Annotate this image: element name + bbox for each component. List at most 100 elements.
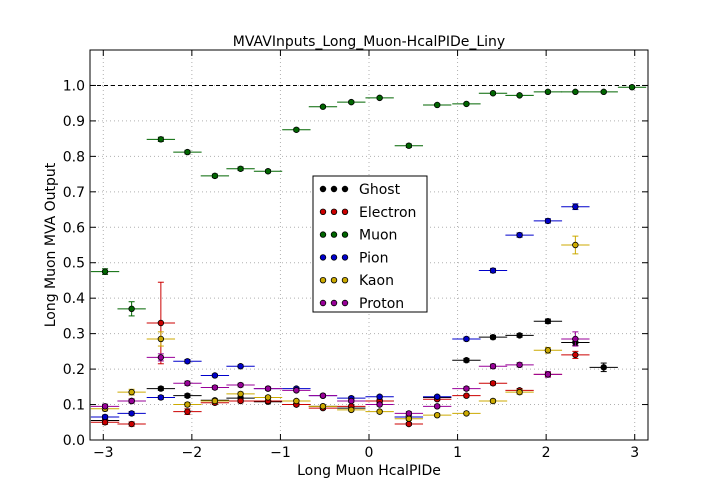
data-point [489,363,497,370]
data-point [489,333,497,341]
data-point [319,103,327,110]
y-tick-label: 0.0 [63,433,85,449]
data-point [348,406,355,414]
y-axis-label: Long Muon MVA Output [43,162,59,327]
data-point [319,403,327,410]
legend-marker [330,185,338,193]
y-tick-label: 1.0 [63,78,85,94]
data-point [184,380,191,387]
data-point [544,347,552,354]
data-point [489,397,497,405]
legend-marker [330,277,338,284]
data-point [237,397,244,405]
x-tick-label: 1 [453,445,462,461]
series-electron [90,281,590,428]
data-point [489,380,497,387]
data-point [516,92,523,99]
data-point [572,351,579,359]
data-point [237,165,244,172]
legend-marker [319,277,327,284]
series-proton [90,331,590,417]
data-point [516,231,523,239]
x-tick-label: −3 [93,445,114,461]
legend-marker [330,208,338,215]
data-point [434,403,441,410]
data-point [264,394,272,401]
data-point [544,88,552,96]
data-point [157,319,165,327]
data-point [293,126,300,133]
x-tick-label: 0 [365,445,374,461]
y-tick-label: 0.6 [63,220,85,236]
data-point [405,420,413,428]
data-point [157,354,165,361]
legend-marker [330,231,338,238]
data-point [376,401,383,408]
data-point [211,384,219,391]
legend-marker [319,254,327,261]
data-point [157,335,165,343]
data-point [463,385,470,392]
data-point [101,268,109,275]
data-point [376,408,383,415]
legend-marker [319,185,327,193]
data-point [463,357,470,364]
legend-label: Pion [359,250,388,266]
legend-marker [341,185,349,193]
data-point [516,361,523,369]
legend-marker [341,299,349,307]
data-point [572,241,579,249]
data-point [157,394,165,401]
data-point [405,415,413,422]
data-point [405,142,413,149]
data-point [405,410,413,417]
data-point [128,305,135,313]
data-point [489,90,497,97]
data-point [184,392,191,399]
data-point [463,410,470,417]
data-point [211,397,219,405]
x-axis-label: Long Muon HcalPIDe [297,463,441,479]
data-point [157,136,165,143]
data-point [237,390,244,398]
legend-marker [341,231,349,238]
data-point [101,413,109,421]
data-point [463,100,470,108]
data-point [376,94,383,102]
data-point [211,372,219,379]
y-tick-label: 0.9 [63,114,85,130]
data-point [157,385,165,392]
data-point [128,410,135,417]
data-point [572,203,579,210]
data-point [628,84,636,91]
data-point [237,381,244,389]
data-point [101,403,109,410]
x-tick-label: 2 [542,445,551,461]
data-point [128,420,135,428]
x-tick-label: −2 [182,445,203,461]
legend-marker [341,208,349,215]
legend-marker [341,277,349,284]
data-point [319,392,327,399]
series-muon [90,84,647,317]
x-axis: −3 −2 −1 0 1 2 3 [93,50,639,461]
data-point [348,397,355,405]
legend-label: Ghost [359,182,401,198]
data-point [293,387,300,394]
legend-marker [330,254,338,261]
data-point [211,172,219,180]
data-point [128,388,135,396]
data-point [434,411,441,419]
x-tick-label: 3 [630,445,639,461]
data-point [128,397,135,405]
legend-label: Proton [359,296,404,312]
data-point [463,392,470,399]
data-point [544,318,552,325]
data-point [489,267,497,274]
y-tick-label: 0.3 [63,327,85,343]
y-tick-label: 0.5 [63,256,85,272]
data-point [184,358,191,365]
data-point [600,88,607,96]
data-point [264,385,272,392]
